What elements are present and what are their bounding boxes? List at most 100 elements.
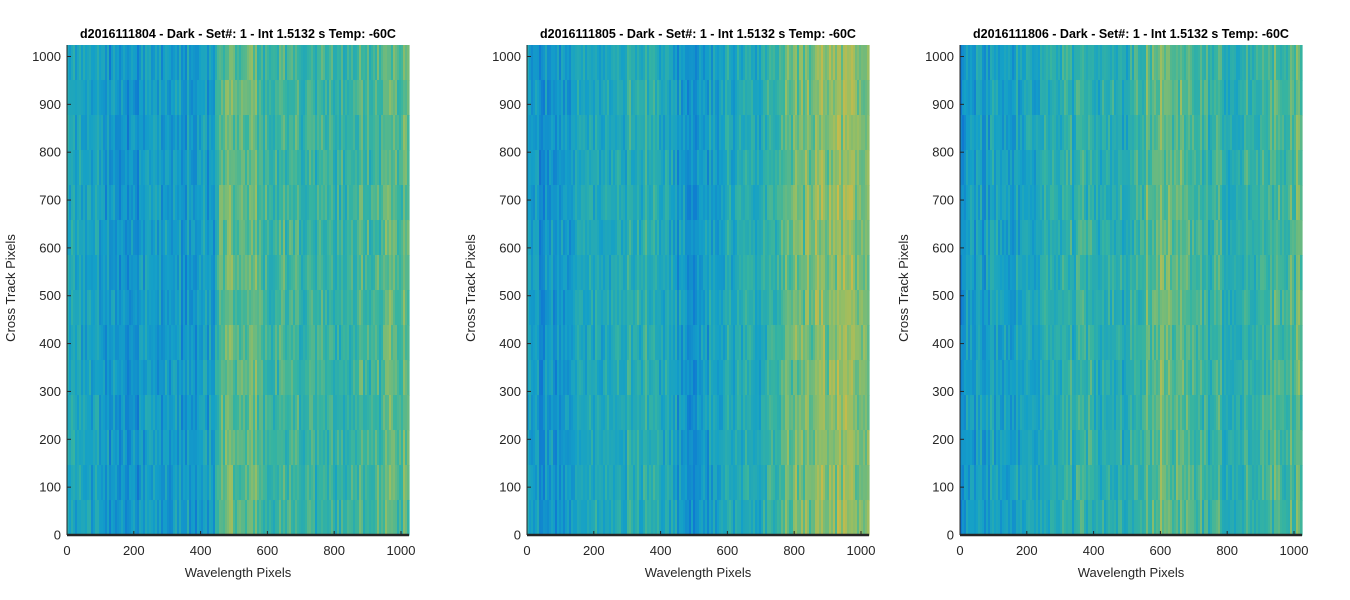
heatmap-cell [117, 360, 120, 396]
heatmap-cell [181, 465, 184, 501]
heatmap-cell [87, 290, 90, 326]
heatmap-cell [777, 220, 780, 256]
heatmap-cell [541, 45, 544, 81]
heatmap-cell [99, 360, 102, 396]
heatmap-cell [853, 465, 856, 501]
heatmap-cell [157, 360, 160, 396]
heatmap-cell [189, 395, 192, 431]
heatmap-cell [341, 45, 344, 81]
heatmap-cell [231, 360, 234, 396]
heatmap-cell [79, 115, 82, 151]
heatmap-cell [227, 115, 230, 151]
heatmap-cell [962, 150, 965, 186]
heatmap-cell [249, 500, 252, 536]
heatmap-cell [783, 430, 786, 466]
heatmap-cell [221, 220, 224, 256]
heatmap-cell [155, 290, 158, 326]
heatmap-cell [381, 465, 384, 501]
heatmap-cell [249, 430, 252, 466]
heatmap-cell [343, 255, 346, 291]
heatmap-cell [257, 500, 260, 536]
heatmap-cell [221, 500, 224, 536]
heatmap-cell [541, 115, 544, 151]
heatmap-cell [79, 45, 82, 81]
heatmap-cell [215, 150, 218, 186]
heatmap-cell [533, 115, 536, 151]
heatmap-cell [787, 80, 790, 116]
heatmap-cell [539, 290, 542, 326]
heatmap-cell [841, 430, 844, 466]
heatmap-cell [389, 290, 392, 326]
heatmap-cell [647, 360, 650, 396]
heatmap-cell [865, 290, 868, 326]
heatmap-cell [279, 500, 282, 536]
heatmap-cell [749, 150, 752, 186]
heatmap-cell [723, 430, 726, 466]
heatmap-cell [621, 500, 624, 536]
heatmap-cell [95, 290, 98, 326]
heatmap-cell [651, 465, 654, 501]
heatmap-cell [177, 290, 180, 326]
heatmap-cell [277, 325, 280, 361]
heatmap-cell [253, 395, 256, 431]
heatmap-cell [851, 115, 854, 151]
heatmap-cell [697, 185, 700, 221]
heatmap-cell [89, 220, 92, 256]
heatmap-cell [851, 325, 854, 361]
heatmap-cell [833, 290, 836, 326]
heatmap-cell [315, 430, 318, 466]
heatmap-cell [373, 325, 376, 361]
heatmap-cell [99, 185, 102, 221]
heatmap-cell [829, 115, 832, 151]
heatmap-cell [731, 430, 734, 466]
heatmap-cell [283, 220, 286, 256]
heatmap-cell [213, 255, 216, 291]
heatmap-cell [813, 150, 816, 186]
heatmap-cell [193, 500, 196, 536]
heatmap-cell [745, 185, 748, 221]
heatmap-cell [363, 115, 366, 151]
heatmap-cell [195, 255, 198, 291]
heatmap-cell [389, 255, 392, 291]
heatmap-cell [535, 395, 538, 431]
heatmap-cell [747, 325, 750, 361]
heatmap-cell [69, 115, 72, 151]
heatmap-cell [964, 45, 967, 81]
heatmap-cell [177, 150, 180, 186]
heatmap-cell [531, 80, 534, 116]
heatmap-cell [235, 150, 238, 186]
heatmap-cell [739, 430, 742, 466]
heatmap-cell [617, 220, 620, 256]
heatmap-cell [81, 465, 84, 501]
heatmap-cell [819, 115, 822, 151]
heatmap-cell [191, 150, 194, 186]
heatmap-cell [129, 325, 132, 361]
heatmap-cell [649, 325, 652, 361]
heatmap-cell [543, 290, 546, 326]
heatmap-cell [265, 45, 268, 81]
heatmap-cell [209, 255, 212, 291]
heatmap-cell [265, 360, 268, 396]
heatmap-cell [974, 255, 977, 291]
heatmap-cell [281, 255, 284, 291]
heatmap-cell [970, 395, 973, 431]
heatmap-cell [327, 115, 330, 151]
heatmap-cell [211, 220, 214, 256]
heatmap-cell [83, 185, 86, 221]
heatmap-cell [259, 45, 262, 81]
heatmap-cell [809, 395, 812, 431]
heatmap-cell [289, 430, 292, 466]
heatmap-cell [663, 45, 666, 81]
heatmap-cell [777, 500, 780, 536]
heatmap-cell [245, 150, 248, 186]
heatmap-cell [789, 255, 792, 291]
heatmap-cell [95, 360, 98, 396]
heatmap-cell [643, 325, 646, 361]
heatmap-cell [223, 290, 226, 326]
heatmap-cell [839, 360, 842, 396]
heatmap-cell [237, 430, 240, 466]
heatmap-cell [131, 80, 134, 116]
heatmap-cell [319, 150, 322, 186]
x-tick-label: 400 [650, 543, 672, 558]
heatmap-cell [177, 360, 180, 396]
